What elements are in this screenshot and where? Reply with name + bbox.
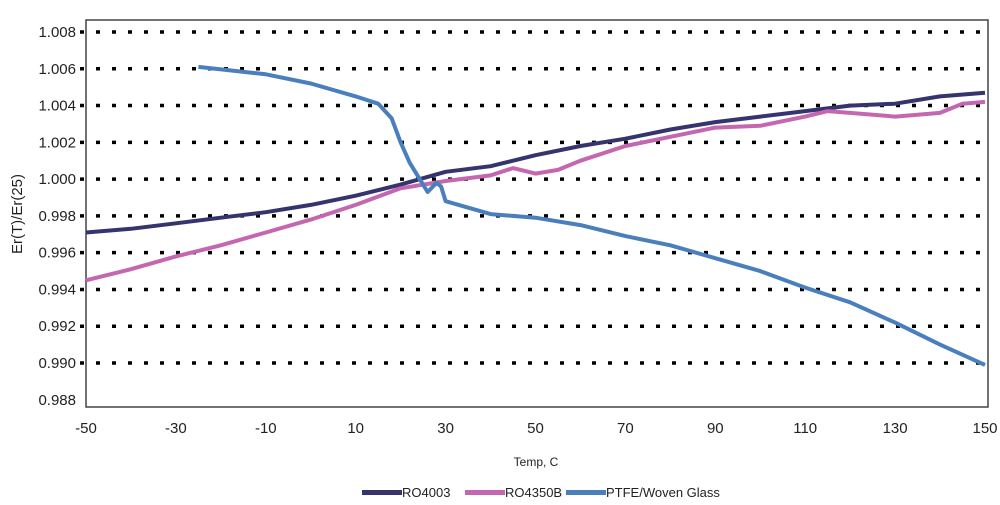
y-tick-label: 1.002 [38, 134, 76, 151]
x-tick-label: -50 [75, 420, 97, 437]
series-line-ro4003 [85, 90, 986, 235]
x-tick-label: 130 [883, 420, 908, 437]
x-tick-label: 90 [707, 420, 724, 437]
legend-swatch [566, 490, 606, 495]
y-tick-label: 0.998 [38, 208, 76, 225]
y-tick-label: 0.990 [38, 355, 76, 372]
y-tick-label: 1.008 [38, 24, 76, 41]
x-axis-label: Temp, C [514, 455, 559, 469]
y-tick-label: 1.000 [38, 171, 76, 188]
y-axis-label: Er(T)/Er(25) [9, 174, 26, 254]
legend-label: RO4350B [505, 485, 562, 500]
y-tick-label: 1.004 [38, 98, 76, 115]
y-tick-label: 0.996 [38, 245, 76, 262]
x-tick-label: 110 [793, 420, 817, 437]
y-tick-label: 0.992 [38, 318, 76, 335]
legend-swatch [362, 490, 402, 495]
plot-frame [85, 19, 989, 408]
x-tick-label: -30 [165, 420, 187, 437]
x-tick-label: 50 [527, 420, 544, 437]
legend-swatch [465, 490, 505, 495]
x-tick-label: 70 [617, 420, 634, 437]
x-tick-label: 150 [972, 420, 997, 437]
y-tick-label: 0.994 [38, 281, 76, 298]
x-tick-label: 10 [347, 420, 364, 437]
series-line-ptfe-woven-glass [198, 64, 986, 367]
legend: RO4003 RO4350B PTFE/Woven Glass [362, 485, 720, 500]
y-tick-label: 0.988 [38, 392, 76, 409]
legend-label: RO4003 [402, 485, 450, 500]
x-tick-label: 30 [437, 420, 454, 437]
y-tick-label: 1.006 [38, 61, 76, 78]
series-line-ro4350b [85, 99, 986, 283]
legend-label: PTFE/Woven Glass [606, 485, 720, 500]
x-tick-label: -10 [255, 420, 277, 437]
